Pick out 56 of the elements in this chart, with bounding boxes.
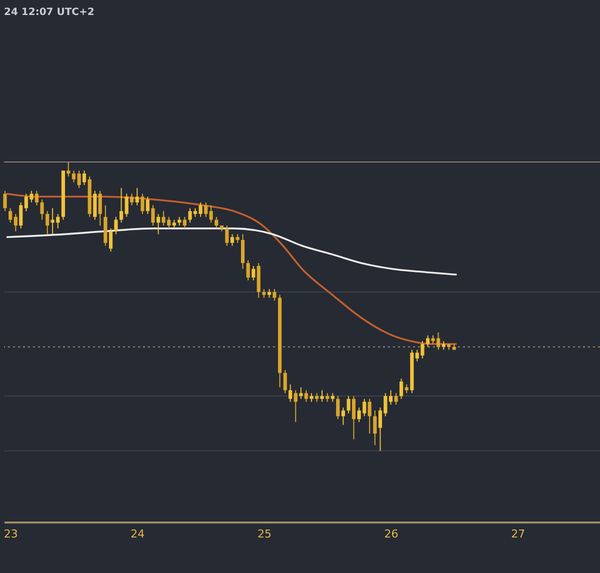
- candlestick: [394, 392, 398, 406]
- candlestick: [82, 170, 86, 186]
- x-tick-label: 24: [130, 528, 145, 540]
- candlestick: [352, 396, 356, 440]
- candlestick: [72, 170, 76, 183]
- candlestick: [225, 225, 229, 246]
- candlestick: [272, 288, 276, 302]
- candlestick: [299, 386, 303, 400]
- candlestick: [246, 260, 250, 281]
- x-tick-label: 27: [511, 528, 526, 540]
- candlestick: [336, 396, 340, 420]
- candlestick: [46, 210, 50, 235]
- candlestick: [252, 265, 256, 281]
- candlestick: [182, 216, 186, 229]
- candlestick: [368, 398, 372, 434]
- candlestick: [388, 390, 393, 406]
- candlestick: [98, 190, 102, 226]
- candlestick: [230, 234, 234, 246]
- x-tick-label: 23: [4, 528, 18, 540]
- candlestick: [288, 384, 292, 402]
- candlestick: [146, 196, 150, 214]
- candlestick: [399, 378, 404, 400]
- candlestick: [114, 216, 118, 235]
- candlestick: [93, 190, 97, 220]
- candlestick: [346, 396, 350, 414]
- x-tick-label: 26: [384, 528, 398, 540]
- candlestick: [108, 228, 113, 252]
- candlestick: [77, 170, 81, 188]
- candlestick: [341, 407, 346, 426]
- candlestick: [156, 213, 160, 235]
- candlestick: [19, 202, 23, 229]
- candlestick: [304, 390, 308, 402]
- candlestick: [124, 193, 128, 218]
- candlestick: [198, 202, 202, 218]
- candlestick: [40, 199, 44, 220]
- candlestick: [320, 390, 324, 402]
- candlestick: [8, 208, 12, 224]
- candlestick: [209, 204, 213, 224]
- candlestick: [426, 334, 430, 348]
- candlestick: [214, 216, 218, 229]
- x-tick-label: 25: [257, 528, 272, 540]
- candlestick: [34, 190, 39, 206]
- candlestick: [130, 193, 134, 206]
- candlestick: [140, 193, 144, 214]
- candlestick: [373, 410, 377, 446]
- candlestick: [14, 213, 18, 232]
- candlestick: [204, 202, 208, 218]
- candlestick: [66, 161, 70, 177]
- candlestick: [135, 187, 139, 206]
- candlestick: [240, 234, 245, 270]
- candlestick: [3, 190, 7, 212]
- candlestick: [294, 390, 298, 423]
- chart-title: 24 12:07 UTC+2: [4, 7, 94, 18]
- candlestick: [120, 187, 124, 224]
- candlestick: [151, 204, 155, 226]
- candlestick: [283, 370, 287, 394]
